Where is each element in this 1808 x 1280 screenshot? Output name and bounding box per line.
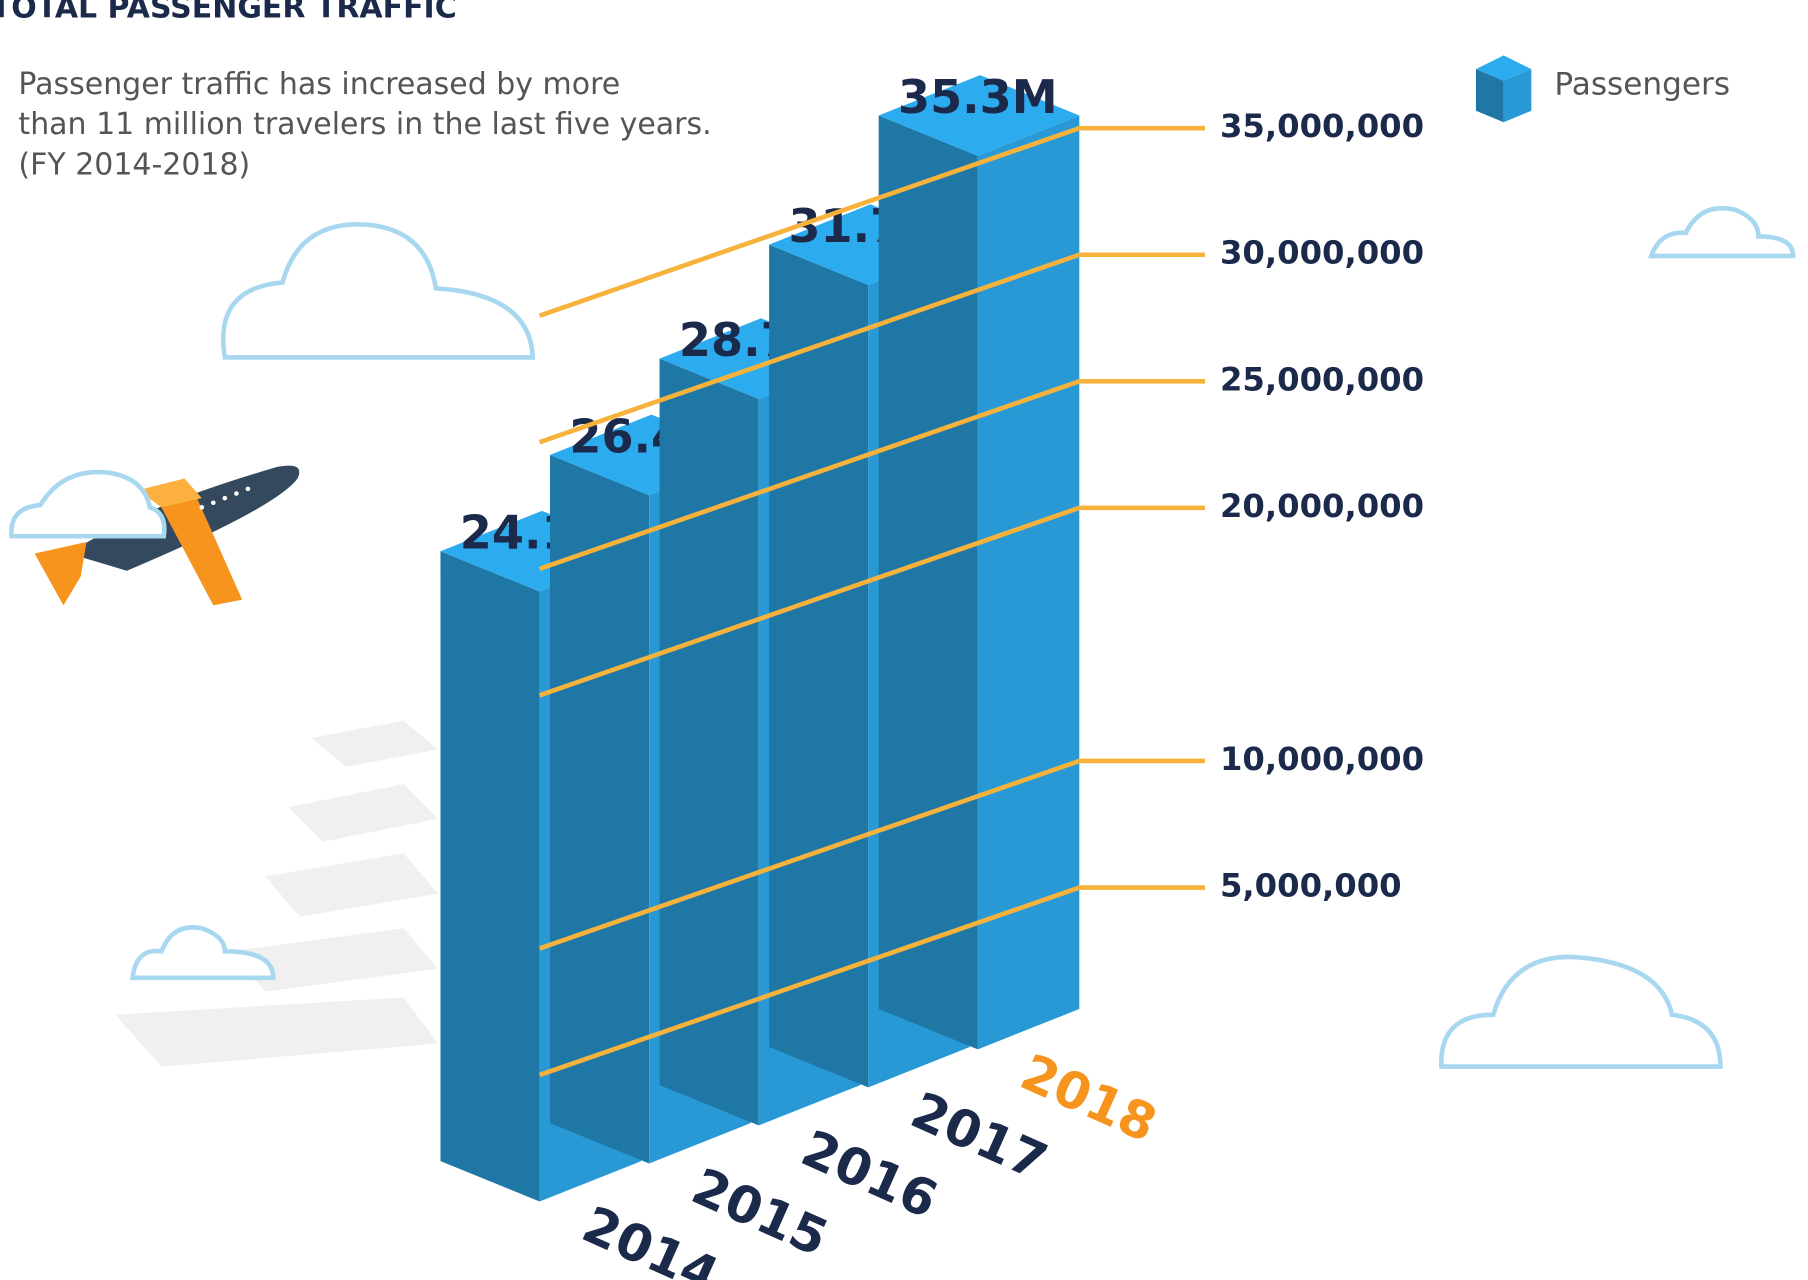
bar-side — [878, 115, 978, 1050]
y-tick-label: 5,000,000 — [1220, 867, 1402, 905]
y-tick-label: 10,000,000 — [1220, 740, 1424, 778]
bar-front — [977, 115, 1080, 1050]
y-tick-label: 35,000,000 — [1220, 107, 1424, 145]
airplane — [34, 465, 300, 606]
subtitle: Passenger traffic has increased by more — [18, 67, 620, 102]
y-tick-label: 20,000,000 — [1220, 487, 1424, 525]
legend: Passengers — [1475, 55, 1730, 123]
grid-line — [538, 252, 1205, 445]
grid-line — [538, 758, 1205, 951]
grid-line — [538, 379, 1205, 571]
subtitle: (FY 2014-2018) — [18, 148, 250, 183]
legend-swatch — [1475, 55, 1532, 81]
chart-title: TOTAL PASSENGER TRAFFIC — [0, 0, 457, 26]
bar-side — [659, 358, 759, 1126]
y-tick-label: 30,000,000 — [1220, 234, 1424, 272]
value-label: 35.3M — [898, 70, 1058, 124]
bar-side — [550, 454, 650, 1164]
bar-side — [440, 551, 540, 1202]
grid-line — [538, 125, 1205, 318]
decoration — [9, 205, 1796, 1069]
y-tick-label: 25,000,000 — [1220, 360, 1424, 398]
legend-label: Passengers — [1554, 66, 1730, 102]
bar-top — [878, 75, 1080, 156]
bar-side — [769, 244, 869, 1088]
subtitle: than 11 million travelers in the last fi… — [18, 107, 711, 142]
legend-swatch — [1503, 69, 1532, 123]
legend-swatch — [1475, 69, 1504, 123]
bar — [878, 75, 1080, 1050]
grid-line — [538, 505, 1205, 698]
grid-line — [538, 885, 1205, 1078]
